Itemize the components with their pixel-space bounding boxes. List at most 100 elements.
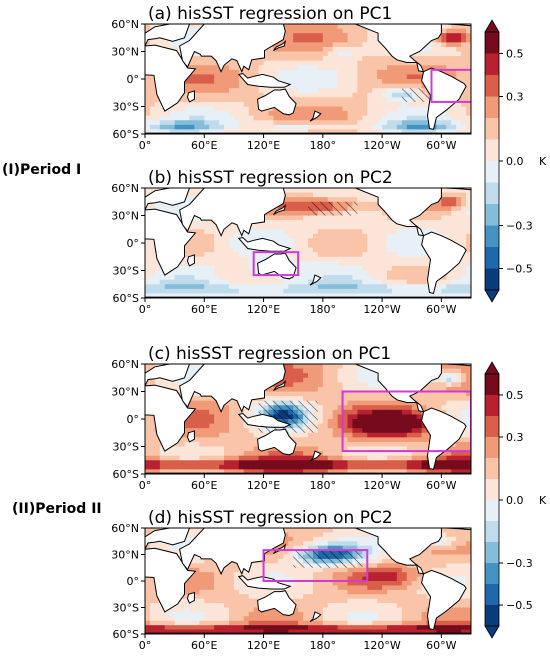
field-cell <box>352 437 358 443</box>
field-cell <box>377 423 383 429</box>
field-cell <box>312 446 319 452</box>
field-cell <box>194 364 200 370</box>
field-cell <box>288 377 294 383</box>
field-cell <box>382 270 388 276</box>
field-cell <box>308 74 314 80</box>
field-cell <box>396 293 403 298</box>
field-cell <box>332 188 339 194</box>
field-cell <box>233 419 240 425</box>
field-cell <box>401 101 408 108</box>
field-cell <box>387 115 393 121</box>
field-cell <box>169 451 176 457</box>
field-cell <box>461 256 467 262</box>
field-cell <box>194 279 200 285</box>
field-cell <box>391 284 398 290</box>
field-cell <box>391 270 398 276</box>
field-cell <box>308 88 314 94</box>
field-cell <box>273 455 279 461</box>
field-cell <box>372 423 378 429</box>
field-cell <box>253 265 260 272</box>
field-cell <box>298 364 304 370</box>
field-cell <box>362 377 368 383</box>
field-cell <box>446 396 452 402</box>
field-cell <box>451 106 457 112</box>
field-cell <box>456 106 462 112</box>
field-cell <box>293 42 299 48</box>
field-cell <box>253 460 260 466</box>
lon-tick-label: 0° <box>139 303 152 316</box>
field-cell <box>391 229 398 235</box>
field-cell <box>303 51 309 57</box>
field-cell <box>303 243 309 249</box>
field-cell <box>228 284 235 290</box>
field-cell <box>401 423 408 429</box>
field-cell <box>456 188 462 194</box>
field-cell <box>308 129 314 134</box>
field-cell <box>219 124 225 131</box>
field-cell <box>382 279 388 285</box>
field-cell <box>451 42 457 48</box>
lat-tick-label: 60°S <box>113 468 139 481</box>
field-cell <box>342 270 349 276</box>
field-cell <box>342 229 349 235</box>
field-cell <box>382 437 388 443</box>
field-cell <box>421 446 428 452</box>
field-cell <box>184 464 191 471</box>
field-cell <box>332 414 339 420</box>
field-cell <box>189 33 195 39</box>
field-cell <box>327 192 334 198</box>
field-cell <box>219 270 225 276</box>
field-cell <box>451 464 457 471</box>
field-cell <box>416 419 423 425</box>
field-cell <box>466 414 471 420</box>
field-cell <box>337 409 344 416</box>
field-cell <box>312 252 319 258</box>
field-cell <box>298 243 304 249</box>
field-cell <box>387 400 393 406</box>
field-cell <box>209 419 215 425</box>
field-cell <box>204 65 210 71</box>
field-cell <box>327 441 334 448</box>
field-cell <box>451 28 457 34</box>
field-cell <box>189 265 195 272</box>
field-cell <box>317 409 324 416</box>
field-cell <box>184 101 191 108</box>
field-cell <box>416 243 423 249</box>
field-cell <box>209 69 215 76</box>
field-cell <box>194 455 200 461</box>
field-cell <box>174 42 181 48</box>
field-cell <box>224 405 230 411</box>
field-cell <box>214 265 220 272</box>
field-cell <box>209 275 215 281</box>
field-cell <box>184 270 191 276</box>
field-cell <box>199 261 205 267</box>
field-cell <box>347 409 354 416</box>
field-cell <box>288 188 294 194</box>
field-cell <box>367 129 373 134</box>
field-cell <box>194 233 200 240</box>
field-cell <box>189 428 195 434</box>
field-cell <box>421 56 428 62</box>
field-cell <box>238 419 245 425</box>
field-cell <box>327 284 334 290</box>
field-cell <box>199 229 205 235</box>
field-cell <box>317 391 324 397</box>
field-cell <box>411 293 418 298</box>
field-cell <box>431 210 438 217</box>
field-cell <box>204 423 210 429</box>
field-cell <box>327 464 334 471</box>
field-cell <box>327 65 334 71</box>
field-cell <box>219 101 225 108</box>
field-cell <box>367 74 373 80</box>
field-cell <box>372 206 378 212</box>
field-cell <box>317 124 324 131</box>
field-cell <box>199 74 205 80</box>
field-cell <box>446 233 452 240</box>
field-cell <box>214 419 220 425</box>
field-cell <box>243 428 250 434</box>
field-cell <box>396 247 403 253</box>
field-cell <box>411 220 418 226</box>
field-cell <box>456 69 462 76</box>
field-cell <box>233 437 240 443</box>
field-cell <box>204 243 210 249</box>
